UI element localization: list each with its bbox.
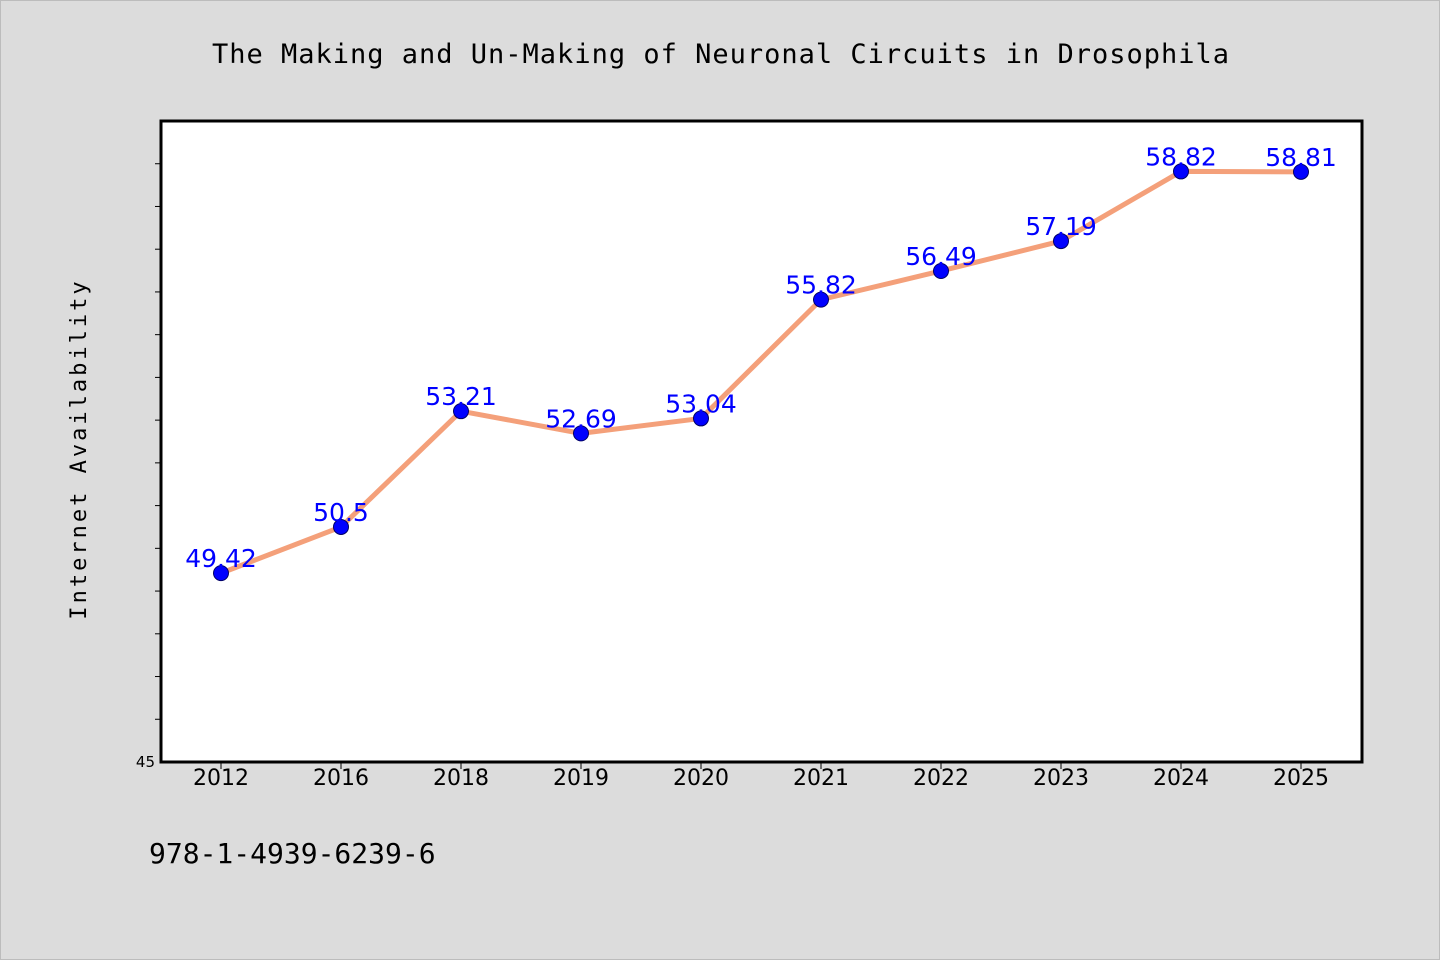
series-line bbox=[218, 168, 1304, 576]
x-tick-label: 2016 bbox=[313, 766, 369, 791]
x-tick-label: 2018 bbox=[433, 766, 489, 791]
data-label: 56.49 bbox=[905, 242, 977, 271]
data-label: 52.69 bbox=[545, 404, 617, 433]
data-label: 55.82 bbox=[785, 271, 857, 300]
y-axis-label: Internet Availability bbox=[67, 278, 92, 619]
data-point bbox=[453, 403, 469, 420]
data-label: 49.42 bbox=[185, 544, 257, 573]
y-tick-label: 45 bbox=[136, 753, 155, 771]
footnote-isbn: 978-1-4939-6239-6 bbox=[149, 837, 436, 870]
data-label: 58.82 bbox=[1145, 142, 1217, 171]
data-point bbox=[933, 262, 949, 279]
data-point bbox=[1053, 233, 1069, 250]
data-point bbox=[1173, 163, 1189, 180]
data-point bbox=[573, 425, 589, 442]
x-tick-label: 2023 bbox=[1033, 766, 1089, 791]
x-tick-label: 2025 bbox=[1273, 766, 1329, 791]
data-label: 50.5 bbox=[313, 498, 369, 527]
x-tick-label: 2022 bbox=[913, 766, 969, 791]
data-point bbox=[813, 291, 829, 308]
data-point bbox=[693, 410, 709, 427]
x-axis-ticks: 2012 2016 2018 2019 2020 2021 2022 2023 2024 2025 bbox=[193, 762, 1329, 791]
x-tick-label: 2019 bbox=[553, 766, 609, 791]
x-tick-label: 2024 bbox=[1153, 766, 1209, 791]
data-label: 58.81 bbox=[1265, 143, 1337, 172]
chart-title: The Making and Un-Making of Neuronal Cir… bbox=[212, 39, 1230, 70]
series-layer: 49.42 50.5 53.21 52.69 53.04 55.82 56.49 57.19 5… bbox=[185, 142, 1337, 582]
data-point bbox=[213, 565, 229, 582]
plot-area bbox=[159, 119, 1364, 764]
data-label: 53.21 bbox=[425, 382, 497, 411]
data-point bbox=[1293, 163, 1309, 180]
x-tick-label: 2020 bbox=[673, 766, 729, 791]
data-label: 53.04 bbox=[665, 389, 737, 418]
x-tick-label: 2021 bbox=[793, 766, 849, 791]
x-tick-label: 2012 bbox=[193, 766, 249, 791]
data-label: 57.19 bbox=[1025, 212, 1097, 241]
data-point bbox=[333, 518, 349, 535]
y-axis-ticks: 45 bbox=[136, 163, 161, 771]
